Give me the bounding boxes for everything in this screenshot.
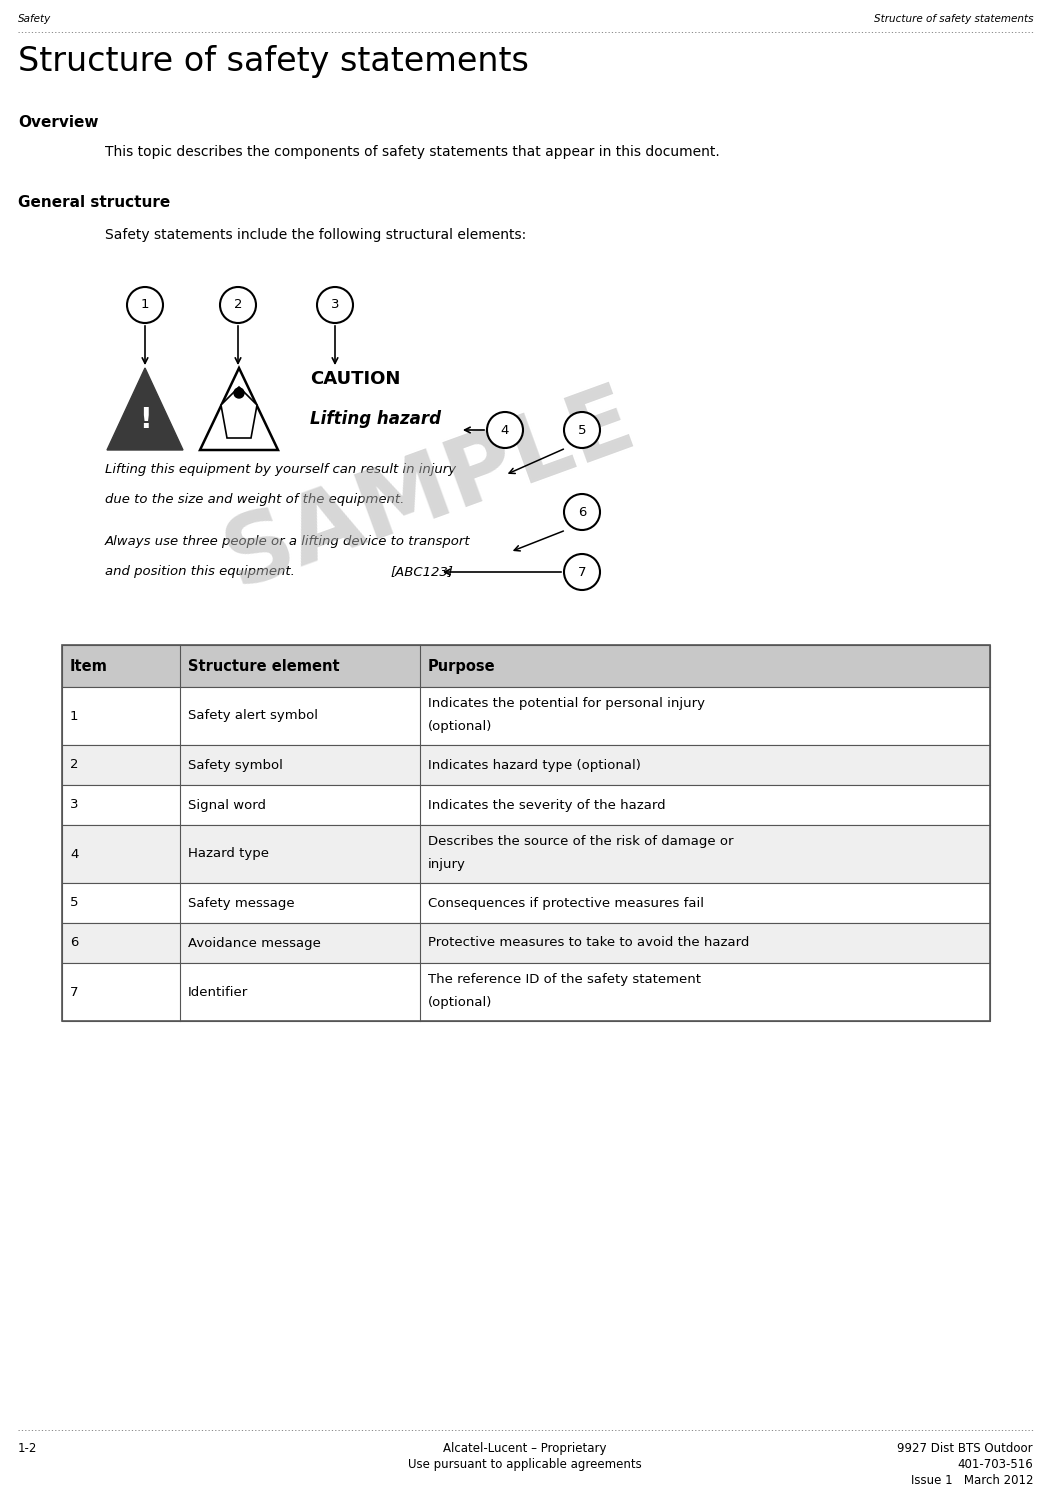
Bar [62,687,990,745]
Text: (optional): (optional) [428,996,492,1010]
Text: Issue 1   March 2012: Issue 1 March 2012 [910,1474,1033,1487]
Text: due to the size and weight of the equipment.: due to the size and weight of the equipm… [105,494,405,506]
Circle shape [127,287,163,323]
Bar [62,883,990,923]
Text: Use pursuant to applicable agreements: Use pursuant to applicable agreements [408,1457,642,1471]
Text: 401-703-516: 401-703-516 [957,1457,1033,1471]
Circle shape [564,555,600,590]
Text: Describes the source of the risk of damage or: Describes the source of the risk of dama… [428,834,734,848]
Text: (optional): (optional) [428,720,492,733]
Text: General structure: General structure [18,195,170,210]
Bar [62,645,990,687]
Text: 6: 6 [578,506,586,519]
Text: SAMPLE: SAMPLE [212,373,647,607]
Text: Structure of safety statements: Structure of safety statements [18,45,529,77]
Text: !: ! [139,406,151,434]
Text: Hazard type: Hazard type [188,848,269,861]
Text: Overview: Overview [18,114,99,129]
Text: 9927 Dist BTS Outdoor: 9927 Dist BTS Outdoor [898,1442,1033,1454]
Text: Lifting this equipment by yourself can result in injury: Lifting this equipment by yourself can r… [105,462,456,476]
Text: Consequences if protective measures fail: Consequences if protective measures fail [428,897,704,910]
Text: Indicates the potential for personal injury: Indicates the potential for personal inj… [428,697,705,709]
Text: 2: 2 [70,758,79,772]
Text: and position this equipment.: and position this equipment. [105,565,295,578]
Text: This topic describes the components of safety statements that appear in this doc: This topic describes the components of s… [105,146,720,159]
Text: Structure element: Structure element [188,659,339,674]
Text: 4: 4 [501,424,509,437]
Text: Safety message: Safety message [188,897,294,910]
Polygon shape [200,367,279,451]
Text: Safety: Safety [18,13,51,24]
Circle shape [487,412,523,448]
Text: 1: 1 [141,299,149,311]
Bar [62,964,990,1022]
Text: Safety symbol: Safety symbol [188,758,283,772]
Polygon shape [107,367,183,451]
Circle shape [317,287,353,323]
Circle shape [564,412,600,448]
Bar [62,745,990,785]
Text: Alcatel-Lucent – Proprietary: Alcatel-Lucent – Proprietary [444,1442,606,1454]
Text: 5: 5 [578,424,586,437]
Text: Indicates the severity of the hazard: Indicates the severity of the hazard [428,799,665,812]
Bar [62,785,990,825]
Text: Protective measures to take to avoid the hazard: Protective measures to take to avoid the… [428,937,749,950]
Circle shape [564,494,600,529]
Bar [62,825,990,883]
Text: [ABC123]: [ABC123] [390,565,453,578]
Text: Purpose: Purpose [428,659,496,674]
Text: Lifting hazard: Lifting hazard [310,410,441,428]
Polygon shape [221,387,257,439]
Text: Identifier: Identifier [188,986,248,998]
Circle shape [234,388,244,399]
Circle shape [220,287,256,323]
Text: 3: 3 [331,299,339,311]
Text: Structure of safety statements: Structure of safety statements [873,13,1033,24]
Text: Always use three people or a lifting device to transport: Always use three people or a lifting dev… [105,535,471,549]
Text: Safety statements include the following structural elements:: Safety statements include the following … [105,228,527,242]
Text: The reference ID of the safety statement: The reference ID of the safety statement [428,972,701,986]
Text: 2: 2 [233,299,242,311]
Bar [62,645,990,1022]
Bar [62,923,990,964]
Text: Indicates hazard type (optional): Indicates hazard type (optional) [428,758,641,772]
Text: Signal word: Signal word [188,799,266,812]
Text: Safety alert symbol: Safety alert symbol [188,709,318,723]
Text: 7: 7 [578,565,586,578]
Text: 5: 5 [70,897,79,910]
Text: injury: injury [428,858,466,871]
Text: 1: 1 [70,709,79,723]
Text: 7: 7 [70,986,79,998]
Text: CAUTION: CAUTION [310,370,400,388]
Text: Avoidance message: Avoidance message [188,937,321,950]
Text: 4: 4 [70,848,79,861]
Text: 6: 6 [70,937,79,950]
Text: 3: 3 [70,799,79,812]
Text: 1-2: 1-2 [18,1442,38,1454]
Text: Item: Item [70,659,108,674]
